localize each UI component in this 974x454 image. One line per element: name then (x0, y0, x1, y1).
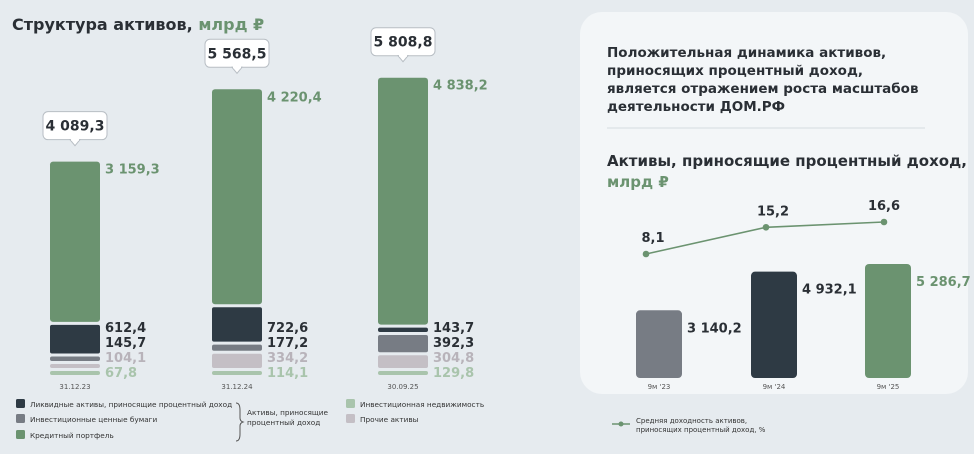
bar-segment-3-1 (50, 356, 100, 361)
yield-label-3: 16,6 (868, 199, 900, 214)
right-headline-line-4: деятельности ДОМ.РФ (607, 99, 785, 115)
right-bar-1 (636, 310, 682, 378)
yield-label-1: 8,1 (641, 231, 664, 246)
yield-point-2 (762, 223, 770, 231)
bar-segment-3-2 (212, 344, 262, 351)
bar-segment-1-3 (378, 371, 428, 375)
legend-label-2: Инвестиционные ценные бумаги (30, 415, 158, 424)
legend-brace-label-line-1: Активы, приносящие (247, 408, 328, 417)
bar-segment-1-1 (50, 371, 100, 375)
left-title-main: Структура активов, (12, 15, 198, 34)
legend-swatch-1 (16, 399, 25, 408)
right-bar-label-1: 3 140,2 (687, 321, 742, 336)
right-legend-dot (618, 421, 624, 427)
segment-label-3-2: 177,2 (267, 336, 308, 351)
legend-label-5: Прочие активы (360, 415, 419, 424)
legend-swatch-3 (16, 430, 25, 439)
total-callout-join-3 (399, 54, 407, 57)
right-category-3: 9м '25 (877, 383, 900, 391)
segment-label-4-1: 612,4 (105, 321, 146, 336)
total-label-3: 5 808,8 (374, 35, 433, 51)
legend-label-3: Кредитный портфель (30, 431, 114, 440)
right-chart-unit: млрд ₽ (607, 173, 669, 191)
right-bar-2 (751, 271, 797, 378)
bar-segment-4-2 (212, 307, 262, 342)
segment-label-top-2: 4 220,4 (267, 90, 322, 105)
right-bar-3 (865, 264, 911, 378)
total-callout-join-1 (71, 138, 79, 141)
left-title-unit: млрд ₽ (198, 15, 264, 34)
bar-segment-5-2 (212, 89, 262, 305)
yield-label-2: 15,2 (757, 204, 789, 219)
legend-swatch-5 (346, 414, 355, 423)
right-category-2: 9м '24 (763, 383, 786, 391)
segment-label-2-3: 304,8 (433, 351, 474, 366)
segment-label-2-1: 104,1 (105, 351, 146, 366)
total-label-2: 5 568,5 (208, 46, 267, 62)
legend-swatch-4 (346, 399, 355, 408)
legend-label-4: Инвестиционная недвижимость (360, 400, 484, 409)
bar-segment-2-2 (212, 353, 262, 368)
right-bar-label-2: 4 932,1 (802, 283, 857, 298)
bar-segment-4-1 (50, 324, 100, 354)
right-headline-line-1: Положительная динамика активов, (607, 45, 886, 61)
total-label-1: 4 089,3 (46, 119, 105, 135)
right-bar-label-3: 5 286,7 (916, 275, 971, 290)
segment-label-top-3: 4 838,2 (433, 79, 488, 94)
segment-label-2-2: 334,2 (267, 351, 308, 366)
segment-label-3-3: 392,3 (433, 336, 474, 351)
bar-segment-2-3 (378, 355, 428, 368)
right-legend-label-line-2: приносящих процентный доход, % (636, 426, 766, 434)
segment-label-1-1: 67,8 (105, 366, 137, 381)
bar-segment-5-3 (378, 77, 428, 325)
right-headline-line-3: является отражением роста масштабов (607, 81, 919, 97)
left-chart-title: Структура активов, млрд ₽ (12, 15, 264, 34)
bar-segment-2-1 (50, 364, 100, 368)
yield-point-1 (642, 250, 650, 258)
segment-label-3-1: 145,7 (105, 336, 146, 351)
legend-brace-label-line-2: процентный доход (247, 418, 320, 427)
bar-segment-4-3 (378, 327, 428, 332)
right-headline-line-2: приносящих процентный доход, (607, 63, 863, 79)
segment-label-top-1: 3 159,3 (105, 163, 160, 178)
legend-swatch-2 (16, 414, 25, 423)
bar-segment-3-3 (378, 334, 428, 353)
category-label-2: 31.12.24 (221, 383, 253, 391)
bar-segment-1-2 (212, 371, 262, 375)
segment-label-1-3: 129,8 (433, 366, 474, 381)
category-label-3: 30.09.25 (387, 383, 418, 391)
segment-label-4-2: 722,6 (267, 321, 308, 336)
right-legend-label-line-1: Средняя доходность активов, (636, 417, 747, 425)
total-callout-join-2 (233, 66, 241, 69)
category-label-1: 31.12.23 (59, 383, 90, 391)
yield-point-3 (880, 218, 888, 226)
segment-label-1-2: 114,1 (267, 366, 308, 381)
legend-label-1: Ликвидные активы, приносящие процентный … (30, 400, 232, 409)
right-chart-subtitle: Активы, приносящие процентный доход, (607, 152, 967, 170)
bar-segment-5-1 (50, 161, 100, 322)
right-category-1: 9м '23 (648, 383, 671, 391)
segment-label-4-3: 143,7 (433, 321, 474, 336)
legend-brace (235, 402, 245, 442)
